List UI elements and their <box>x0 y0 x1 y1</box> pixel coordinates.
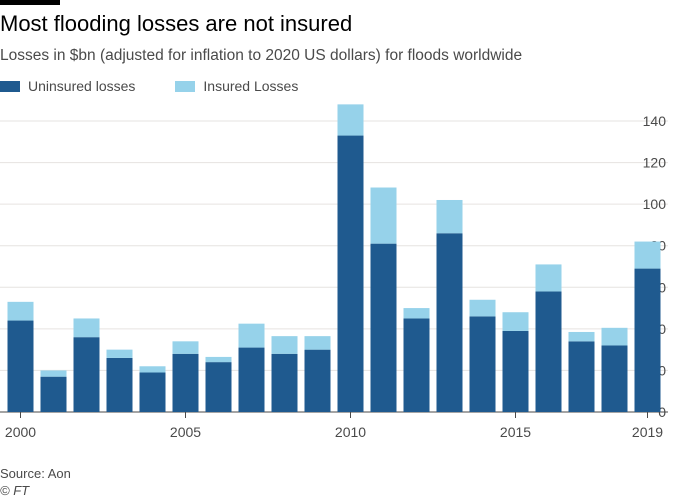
bar-uninsured <box>172 353 199 412</box>
bar-uninsured <box>370 243 397 412</box>
x-tick-label: 2015 <box>500 424 531 440</box>
bar-insured <box>106 349 133 358</box>
stacked-bar-chart: 02040608010012014020002005201020152019 <box>0 104 668 440</box>
bar-insured <box>238 323 265 348</box>
bar-uninsured <box>139 372 166 412</box>
legend-swatch-uninsured <box>0 80 20 92</box>
bar-uninsured <box>568 341 595 412</box>
bar-uninsured <box>634 268 661 412</box>
chart-legend: Uninsured losses Insured Losses <box>0 78 338 94</box>
bar-insured <box>139 366 166 373</box>
bar-uninsured <box>304 349 331 412</box>
bar-insured <box>436 199 463 234</box>
x-tick-label: 2005 <box>170 424 201 440</box>
bar-uninsured <box>106 357 133 412</box>
bar-uninsured <box>7 320 34 412</box>
bar-uninsured <box>205 362 232 412</box>
chart-title: Most flooding losses are not insured <box>0 11 353 36</box>
legend-item-uninsured: Uninsured losses <box>0 78 135 94</box>
bar-insured <box>73 318 100 338</box>
bar-insured <box>502 312 529 331</box>
y-tick-label: 140 <box>643 113 667 129</box>
bar-insured <box>205 356 232 363</box>
x-tick-label: 2000 <box>5 424 36 440</box>
bar-uninsured <box>271 353 298 412</box>
x-tick-label: 2019 <box>632 424 663 440</box>
bar-insured <box>568 331 595 342</box>
legend-swatch-insured <box>175 80 196 92</box>
bar-uninsured <box>469 316 496 412</box>
bar-uninsured <box>337 135 364 413</box>
bar-insured <box>337 104 364 136</box>
bar-insured <box>172 341 199 354</box>
bar-uninsured <box>403 318 430 412</box>
bar-insured <box>304 336 331 350</box>
bar-insured <box>40 370 67 377</box>
bar-insured <box>601 327 628 346</box>
source-note: Source: Aon <box>0 466 71 481</box>
bar-uninsured <box>73 337 100 412</box>
bar-uninsured <box>436 233 463 412</box>
y-tick-label: 100 <box>643 196 667 212</box>
chart-subtitle: Losses in $bn (adjusted for inflation to… <box>0 47 523 64</box>
bar-insured <box>7 301 34 321</box>
bar-insured <box>469 299 496 317</box>
y-tick-label: 120 <box>643 155 667 171</box>
bar-insured <box>535 264 562 292</box>
x-tick-label: 2010 <box>335 424 366 440</box>
bar-uninsured <box>502 330 529 412</box>
bar-uninsured <box>40 376 67 412</box>
bar-insured <box>370 187 397 244</box>
ft-accent-bar <box>0 0 60 5</box>
legend-label-insured: Insured Losses <box>203 78 299 94</box>
bar-insured <box>634 241 661 269</box>
bar-uninsured <box>238 347 265 412</box>
bar-insured <box>271 336 298 354</box>
y-tick-label: 0 <box>658 404 666 420</box>
legend-item-insured: Insured Losses <box>175 78 298 94</box>
bar-uninsured <box>535 291 562 412</box>
bar-uninsured <box>601 345 628 412</box>
bar-insured <box>403 308 430 319</box>
legend-label-uninsured: Uninsured losses <box>28 78 136 94</box>
ft-credit: © FT <box>0 483 30 498</box>
